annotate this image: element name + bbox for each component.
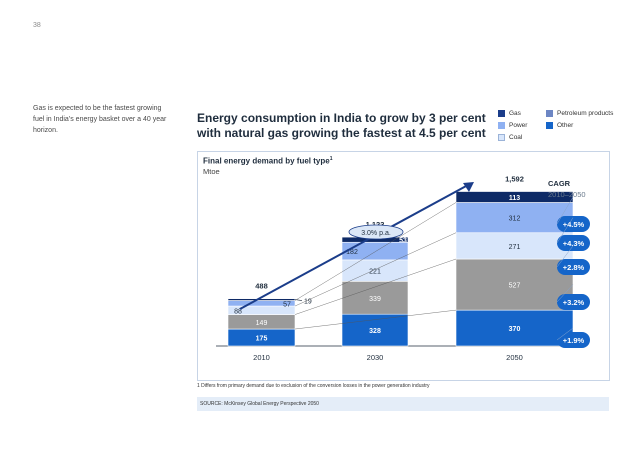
legend-swatch-gas	[498, 110, 505, 117]
cagr-pill-3	[557, 294, 590, 310]
x-tick-label-2050: 2050	[506, 353, 523, 362]
legend-swatch-other	[546, 122, 553, 129]
legend-item-other: Other	[546, 122, 573, 129]
bar-segment-2050-gas	[455, 191, 574, 203]
bar-total-2050: 1,592	[505, 175, 524, 184]
legend-swatch-power	[498, 122, 505, 129]
bar-segment-2050-petroleum-products	[455, 258, 574, 311]
x-tick-label-2030: 2030	[367, 353, 384, 362]
cagr-pill-0	[557, 216, 590, 232]
source-text: SOURCE: McKinsey Global Energy Perspecti…	[200, 401, 319, 407]
data-label-2030-gas: 53	[399, 238, 407, 245]
series-trend-line-0	[294, 309, 457, 330]
legend-swatch-petroleum	[546, 110, 553, 117]
source-bar: SOURCE: McKinsey Global Energy Perspecti…	[197, 397, 609, 411]
data-label-2050-gas: 113	[509, 195, 520, 202]
data-label-2010-power: 57	[283, 301, 291, 308]
data-label-2010-other: 175	[256, 336, 268, 343]
legend-item-petroleum: Petroleum products	[546, 110, 613, 117]
data-label-2050-power: 312	[509, 216, 521, 223]
cagr-title: CAGR	[548, 179, 571, 188]
sidebar-note: Gas is expected to be the fastest growin…	[33, 105, 167, 134]
data-label-2030-power: 182	[346, 249, 358, 256]
stacked-bar-chart: 2010 488 2030 1,123 2050 1,592 175 149 88 57 19 328…	[216, 175, 590, 362]
data-label-2050-other: 370	[509, 326, 521, 333]
chart-unit: Mtoe	[203, 167, 220, 176]
cagr-value-4: +1.9%	[563, 336, 585, 345]
chart-title: Final energy demand by fuel type1	[203, 156, 332, 166]
legend-label-petroleum: Petroleum products	[557, 110, 614, 117]
chart-panel: Final energy demand by fuel type1 Mtoe 2…	[197, 151, 610, 381]
data-label-2010-petroleum-products: 149	[256, 320, 268, 327]
growth-arrow-head	[463, 182, 474, 192]
legend-item-power: Power	[498, 122, 527, 129]
footnote: 1 Differs from primary demand due to exc…	[197, 383, 430, 389]
cagr-value-1: +4.3%	[563, 239, 585, 248]
legend-label-other: Other	[557, 122, 574, 129]
cagr-guide-3	[556, 284, 574, 303]
cagr-guide-2	[556, 245, 574, 268]
cagr-value-3: +3.2%	[563, 298, 585, 307]
legend-item-gas: Gas	[498, 110, 521, 117]
cagr-guide-0	[556, 196, 574, 225]
growth-rate-label: 3.0% p.a.	[361, 230, 391, 237]
growth-arrow-line	[239, 184, 469, 310]
chart-title-text: Final energy demand by fuel type	[203, 156, 330, 166]
series-trend-line-2	[294, 232, 457, 307]
series-trend-line-1	[294, 258, 457, 315]
bar-total-2010: 488	[255, 282, 268, 291]
cagr-pill-1	[557, 235, 590, 251]
legend-label-power: Power	[509, 122, 528, 129]
bar-segment-2050-other	[455, 309, 574, 347]
page-number: 38	[33, 22, 41, 29]
cagr-pill-2	[557, 259, 590, 275]
bar-segment-2010-gas	[227, 298, 296, 301]
data-label-2030-petroleum-products: 339	[369, 296, 381, 303]
cagr-guide-1	[556, 217, 574, 244]
legend-label-gas: Gas	[509, 110, 521, 117]
legend-label-coal: Coal	[509, 134, 523, 141]
data-label-2010-gas: 19	[304, 299, 312, 306]
chart-legend: Gas Petroleum products Power Other Coal	[498, 110, 628, 150]
cagr-pill-4	[557, 332, 590, 348]
data-label-2050-coal: 271	[509, 244, 521, 251]
series-trend-line-3	[294, 202, 457, 301]
data-label-2050-petroleum-products: 527	[509, 283, 521, 290]
legend-item-coal: Coal	[498, 134, 522, 141]
data-label-2030-coal: 221	[369, 269, 381, 276]
cagr-guide-4	[556, 327, 574, 341]
growth-rate-bubble	[348, 224, 404, 240]
cagr-value-2: +2.8%	[563, 263, 585, 272]
data-label-2030-other: 328	[369, 328, 381, 335]
data-label-2010-coal: 88	[234, 308, 242, 315]
chart-title-footnote-marker: 1	[329, 156, 333, 162]
cagr-value-0: +4.5%	[563, 220, 585, 229]
main-title: Energy consumption in India to grow by 3…	[197, 111, 486, 140]
cagr-period: 2010–2050	[548, 190, 586, 199]
x-tick-label-2010: 2010	[253, 353, 270, 362]
bar-segment-2050-coal	[455, 232, 574, 260]
legend-swatch-coal	[498, 134, 505, 141]
bar-total-2030: 1,123	[366, 220, 385, 229]
